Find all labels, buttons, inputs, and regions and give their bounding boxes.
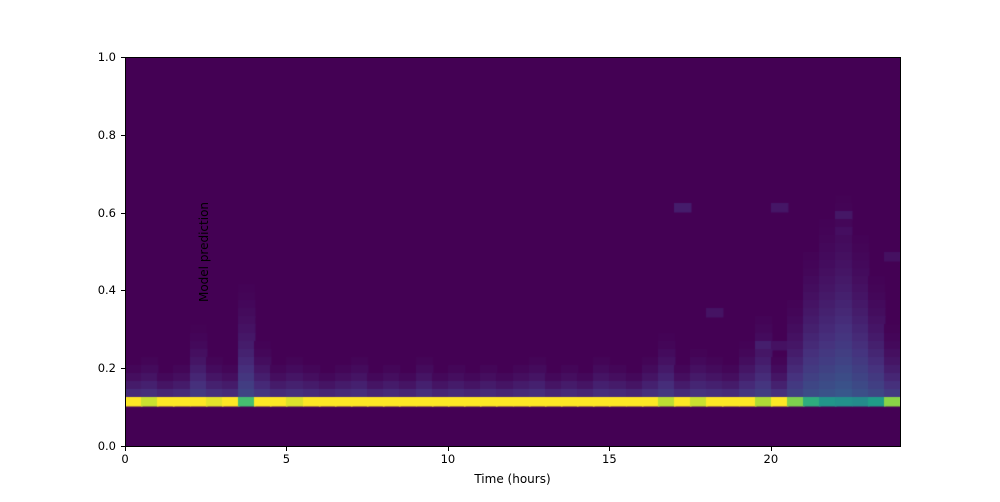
y-tick-mark: [121, 57, 125, 58]
axis-spine-left: [125, 57, 126, 447]
y-tick-label: 0.6: [97, 205, 116, 220]
y-tick-label: 0.8: [97, 127, 116, 142]
x-tick-label: 10: [440, 452, 456, 466]
y-tick-mark: [121, 368, 125, 370]
y-tick-mark: [121, 446, 125, 447]
x-tick-label: 20: [763, 452, 779, 466]
axis-spine-top: [125, 57, 901, 58]
heatmap-image: [125, 57, 900, 446]
y-tick-mark: [121, 134, 125, 136]
x-axis-label: Time (hours): [474, 472, 551, 486]
y-axis-label: Model prediction: [197, 201, 211, 303]
y-tick-label: 1.0: [97, 50, 116, 64]
y-tick-label: 0.0: [97, 439, 116, 453]
axis-spine-right: [900, 57, 901, 447]
y-tick-mark: [121, 290, 125, 292]
y-tick-mark: [121, 212, 125, 214]
y-tick-label: 0.2: [97, 361, 116, 376]
x-tick-mark: [447, 447, 449, 451]
axis-spine-bottom: [125, 446, 901, 447]
x-tick-mark: [286, 447, 288, 451]
x-tick-mark: [609, 447, 611, 451]
x-tick-label: 0: [121, 452, 129, 466]
x-tick-mark: [125, 447, 126, 451]
y-tick-label: 0.4: [97, 283, 116, 298]
x-tick-label: 15: [602, 452, 617, 466]
heatmap-plot-area: [125, 57, 900, 446]
x-tick-mark: [770, 447, 772, 451]
x-tick-label: 5: [282, 452, 291, 466]
